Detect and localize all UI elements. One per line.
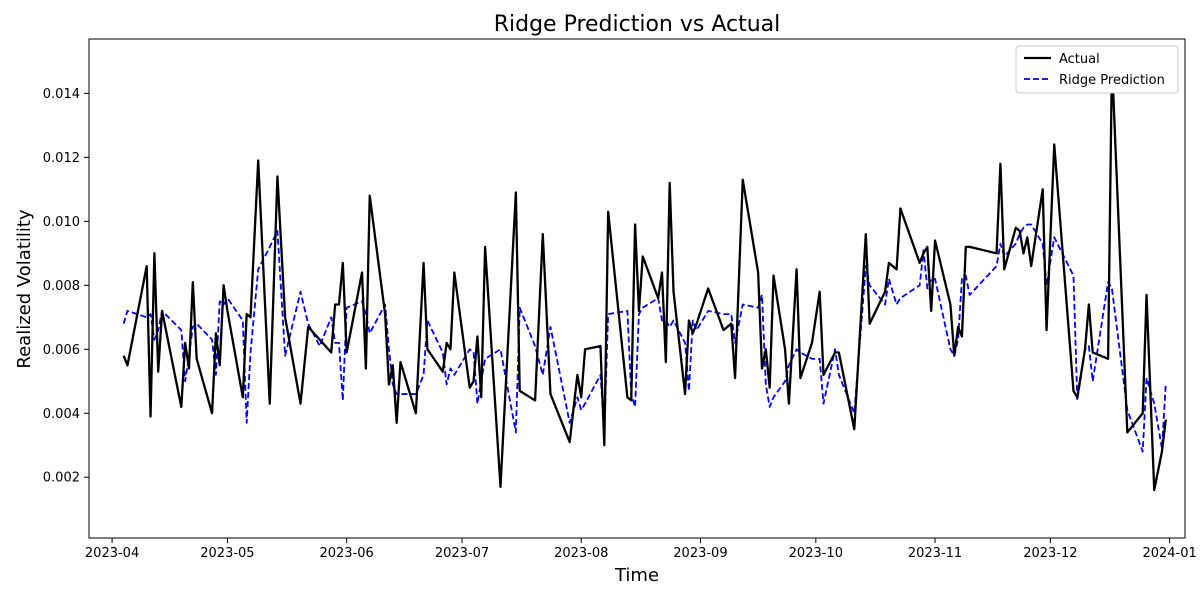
y-tick-label: 0.012 [43,151,80,166]
x-tick-label: 2023-11 [908,546,962,561]
x-tick-label: 2023-07 [435,546,489,561]
x-axis: 2023-04 2023-05 2023-06 2023-07 2023-08 2023-… [85,538,1197,561]
legend-ridge-label: Ridge Prediction [1059,73,1165,88]
x-tick-label: 2023-09 [673,546,727,561]
y-tick-label: 0.004 [43,407,80,422]
plot-area [88,38,1186,539]
y-axis: 0.002 0.004 0.006 0.008 0.010 0.012 0.014 [43,87,89,486]
series-ridge-prediction-line [122,223,1167,453]
legend: Actual Ridge Prediction [1015,45,1179,94]
legend-box [1015,45,1179,94]
x-tick-label: 2023-08 [554,546,608,561]
y-tick-label: 0.010 [43,215,80,230]
x-tick-label: 2023-10 [789,546,843,561]
y-tick-label: 0.006 [43,343,80,358]
legend-actual-label: Actual [1059,52,1100,67]
y-tick-label: 0.002 [43,471,80,486]
y-tick-label: 0.008 [43,279,80,294]
plot-frame [88,38,1186,539]
series-actual-line [122,60,1167,492]
x-tick-label: 2023-12 [1023,546,1077,561]
x-tick-label: 2023-04 [85,546,139,561]
x-tick-label: 2023-05 [200,546,254,561]
x-axis-title: Time [614,565,659,586]
x-tick-label: 2023-06 [319,546,373,561]
y-tick-label: 0.014 [43,87,80,102]
y-axis-title: Realized Volatility [14,209,35,369]
chart-title: Ridge Prediction vs Actual [494,12,781,37]
x-tick-label: 2024-01 [1142,546,1196,561]
series-layer [122,60,1167,492]
